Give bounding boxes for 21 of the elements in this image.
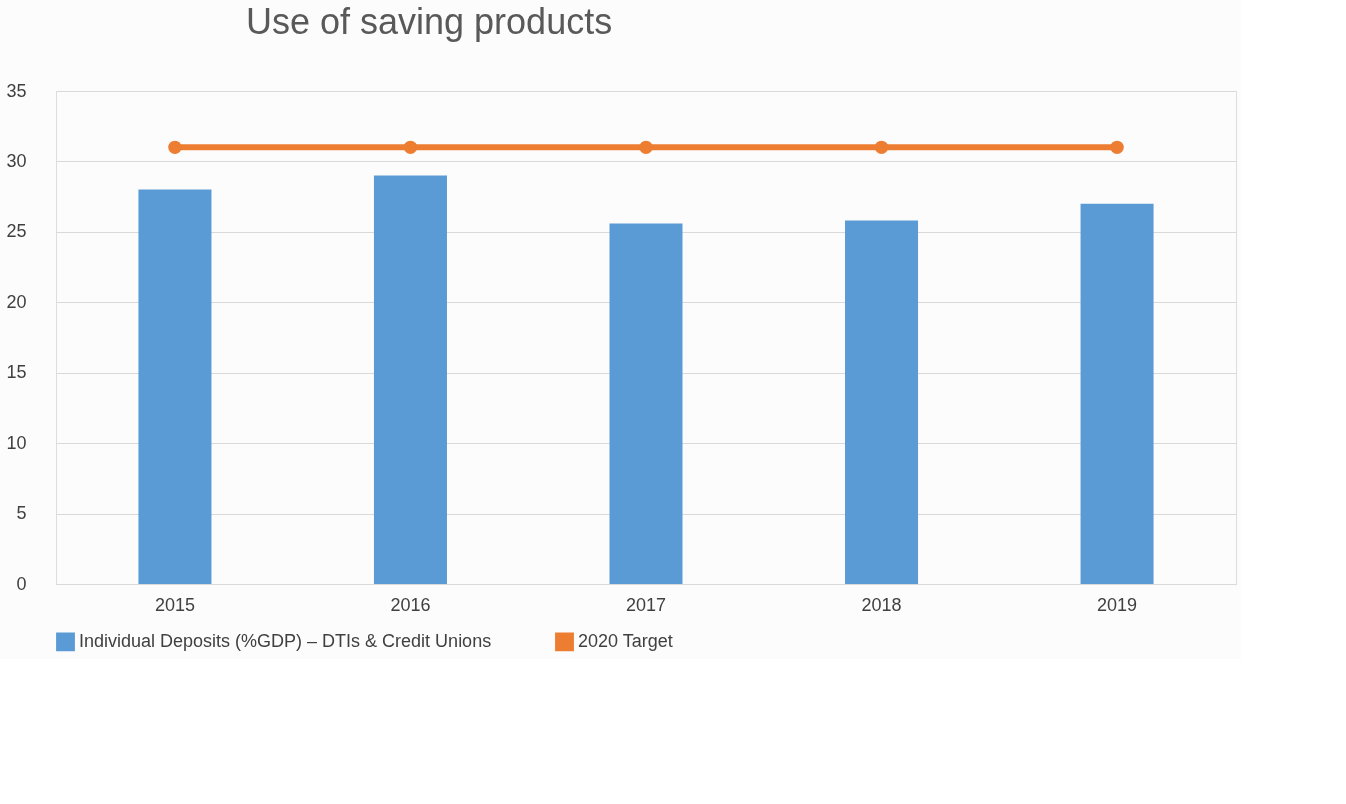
bar — [1080, 203, 1154, 584]
y-tick-label: 25 — [6, 221, 27, 242]
y-tick-label: 0 — [16, 573, 27, 594]
legend-label: 2020 Target — [578, 630, 673, 651]
y-tick-label: 35 — [6, 80, 27, 101]
bar — [138, 189, 212, 584]
x-tick-label: 2018 — [861, 594, 902, 615]
bar — [609, 223, 683, 584]
x-tick-label: 2017 — [625, 594, 667, 615]
chart-title: Use of saving products — [245, 1, 613, 42]
x-tick-label: 2015 — [154, 594, 195, 615]
y-tick-label: 10 — [6, 432, 27, 453]
bar — [845, 220, 919, 584]
legend-label: Individual Deposits (%GDP) – DTIs & Credit Unions — [79, 630, 492, 651]
bar — [373, 175, 447, 584]
y-tick-label: 30 — [6, 150, 27, 171]
y-tick-label: 5 — [16, 503, 27, 524]
x-tick-label: 2016 — [390, 594, 431, 615]
y-tick-label: 15 — [6, 362, 27, 383]
y-tick-label: 20 — [6, 291, 27, 312]
x-tick-label: 2019 — [1097, 594, 1138, 615]
